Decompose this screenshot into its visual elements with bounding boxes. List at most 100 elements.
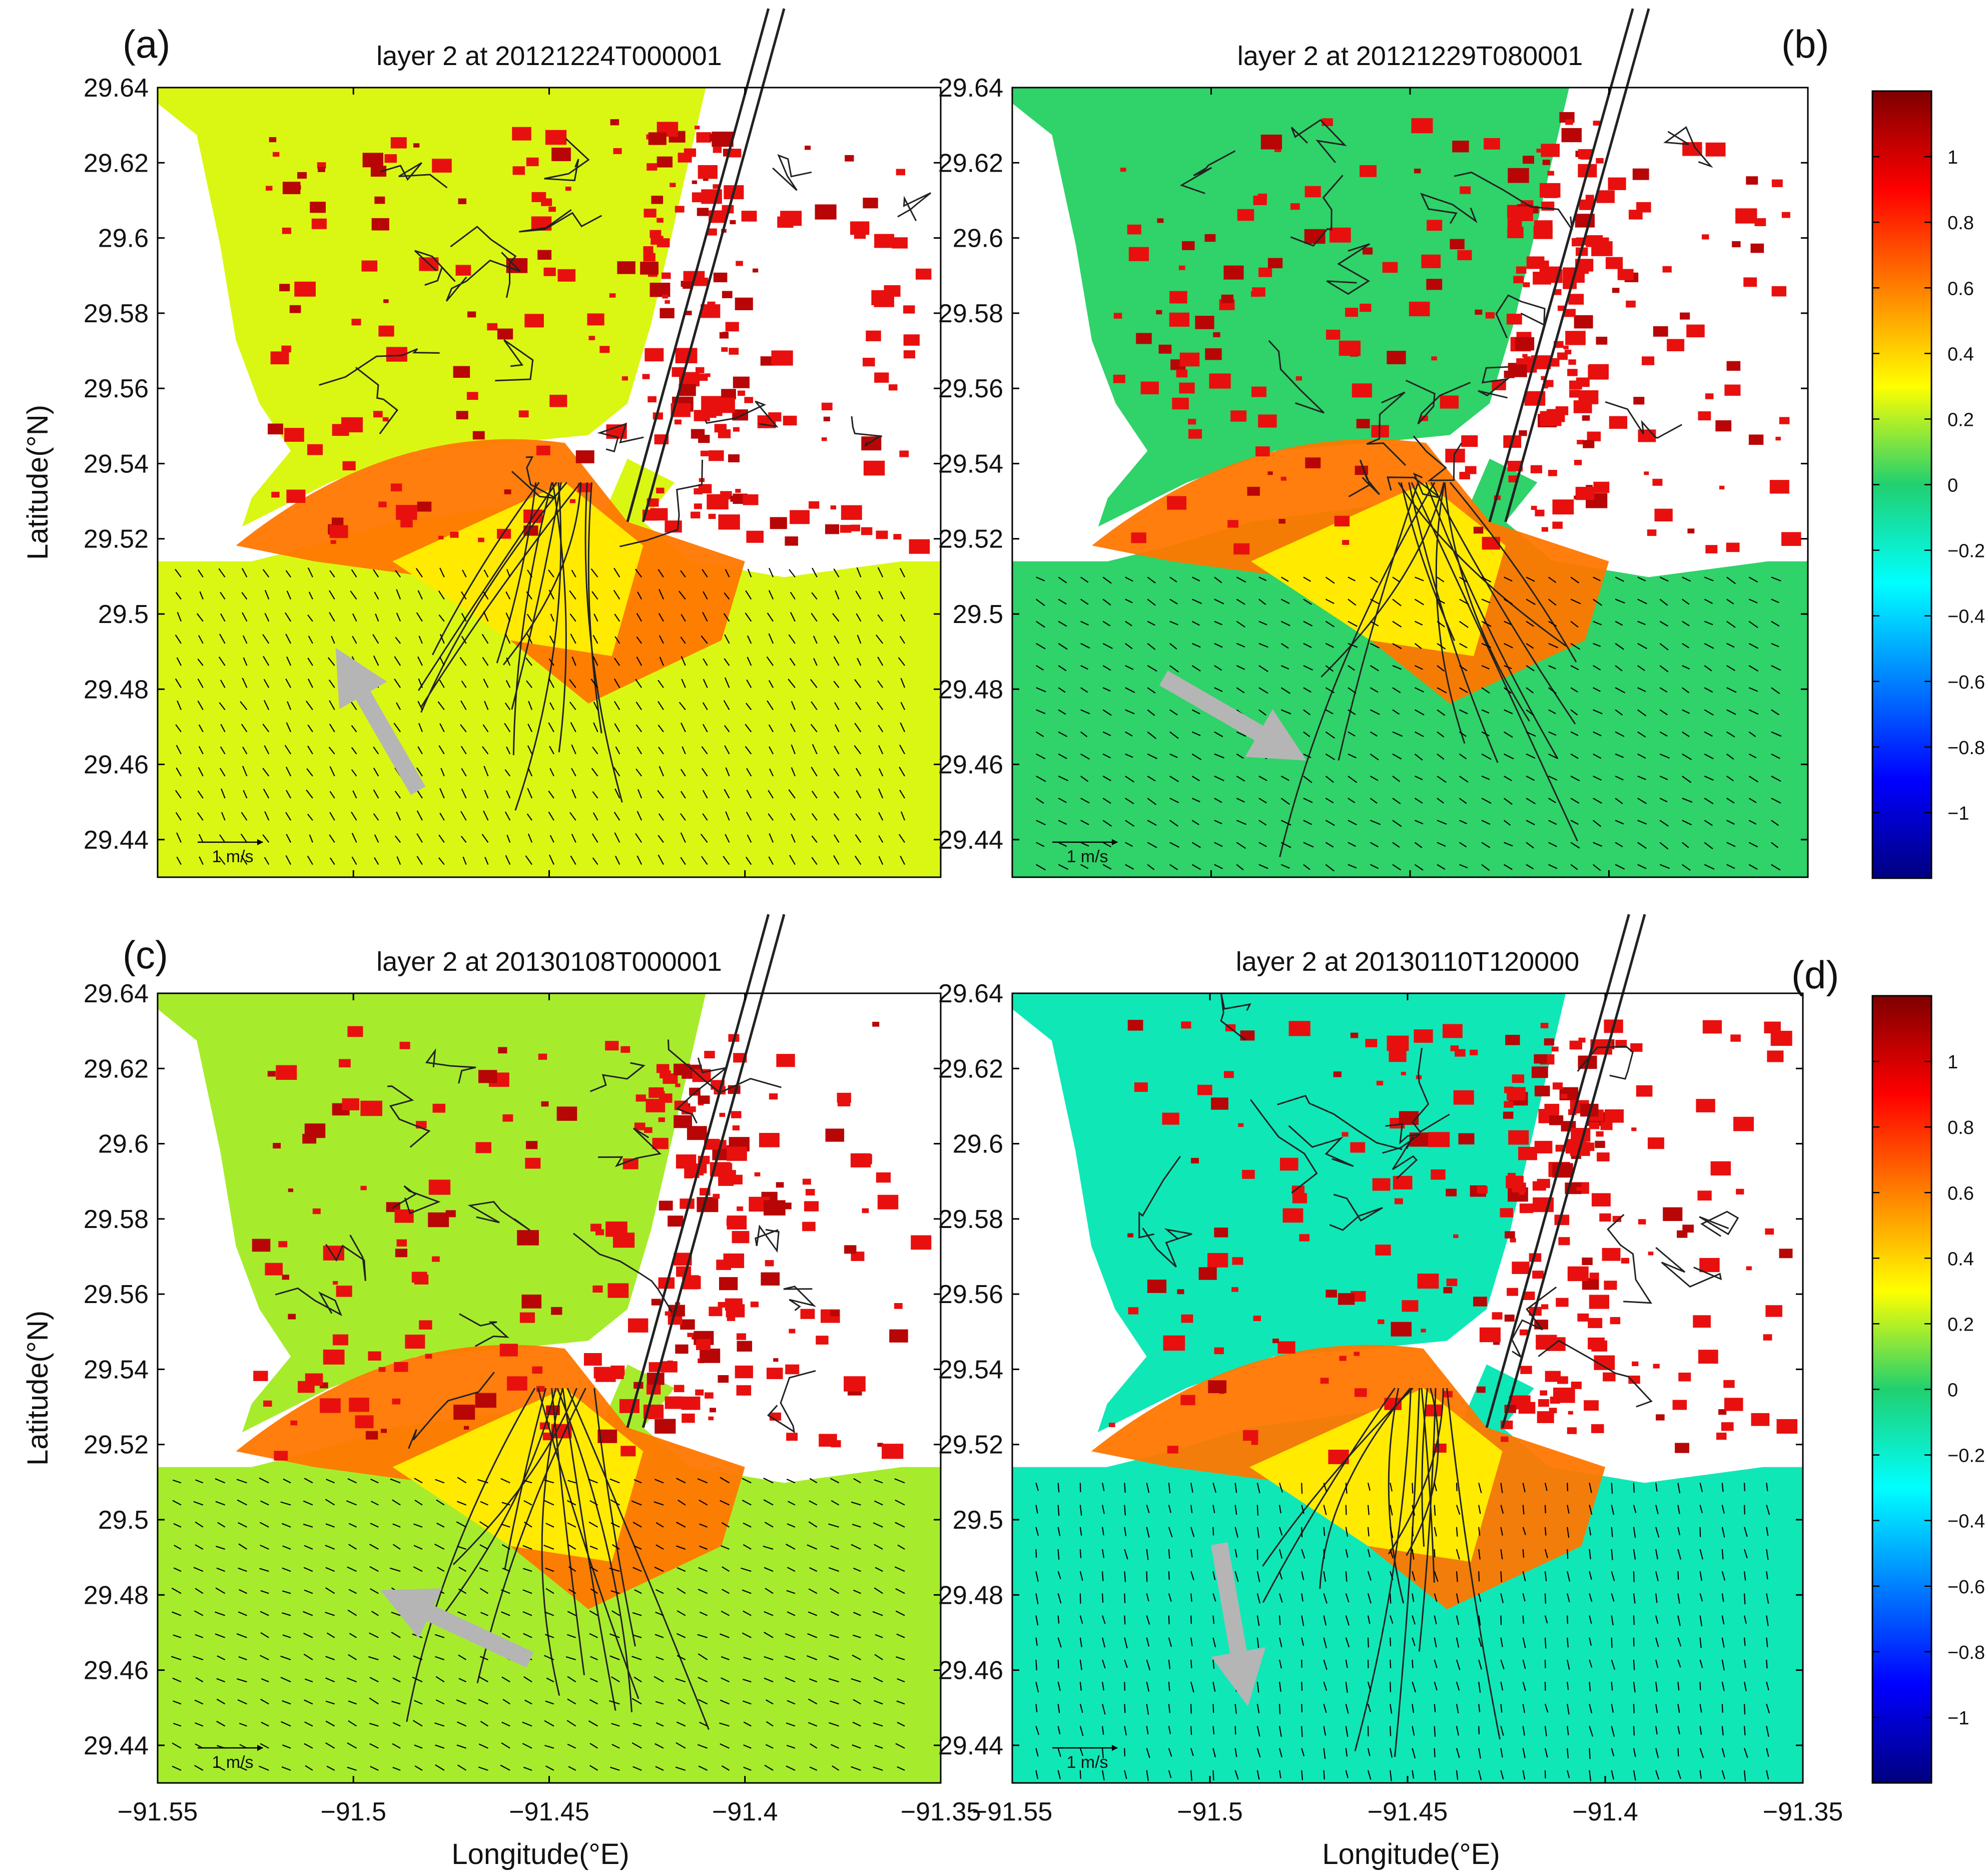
wet-cell (721, 347, 728, 352)
wet-cell (290, 1420, 298, 1426)
wet-cell (1589, 364, 1609, 378)
colorbar-tick-label: −0.4 (1947, 1511, 1985, 1532)
wet-cell (1333, 1071, 1342, 1077)
wet-cell (1431, 1169, 1446, 1180)
wet-cell (1576, 1186, 1582, 1191)
wet-cell (1547, 171, 1554, 176)
wet-cell (1705, 142, 1726, 157)
wet-cell (381, 1429, 387, 1433)
y-tick-label: 29.58 (84, 1205, 149, 1234)
wet-cell (725, 322, 739, 332)
wet-cell (1191, 1157, 1199, 1164)
wet-cell (1578, 390, 1599, 404)
wet-cell (1763, 1334, 1772, 1341)
wet-cell (1557, 305, 1566, 311)
wet-cell (1233, 543, 1250, 555)
wet-cell (866, 330, 881, 341)
wet-cell (478, 537, 484, 542)
wet-cell (1504, 370, 1515, 378)
wet-cell (1140, 381, 1159, 394)
scale-label: 1 m/s (1066, 847, 1108, 866)
wet-cell (766, 1368, 783, 1379)
wet-cell (1197, 1084, 1212, 1095)
wet-cell (525, 1157, 541, 1169)
wet-cell (735, 1365, 753, 1379)
wet-cell (1255, 446, 1270, 457)
wet-cell (1223, 265, 1244, 280)
wet-cell (1724, 384, 1741, 396)
wet-cell (1682, 1224, 1694, 1233)
y-tick-label: 29.5 (98, 600, 149, 629)
wet-cell (1605, 257, 1623, 269)
wet-cell (332, 424, 349, 436)
y-tick-label: 29.44 (938, 826, 1003, 855)
wet-cell (1564, 349, 1572, 355)
wet-cell (1411, 118, 1433, 134)
wet-cell (518, 410, 529, 418)
wet-cell (670, 1396, 686, 1408)
wet-cell (889, 1329, 908, 1343)
wet-cell (1593, 481, 1610, 493)
wet-cell (770, 517, 787, 529)
wet-cell (1721, 1422, 1734, 1431)
wet-cell (390, 137, 407, 149)
wet-cell (1188, 429, 1202, 439)
wet-cell (1577, 439, 1584, 445)
wet-cell (272, 152, 280, 157)
wet-cell (1465, 466, 1477, 474)
wet-cell (548, 206, 556, 212)
wet-cell (1209, 373, 1231, 389)
wet-cell (1272, 1339, 1279, 1344)
wet-cell (1507, 460, 1523, 472)
wet-cell (761, 1272, 780, 1286)
wet-cell (1354, 1352, 1360, 1356)
wet-cell (1667, 339, 1685, 351)
panel-tag: (c) (123, 933, 168, 977)
wet-cell (1754, 218, 1766, 226)
wet-cell (1360, 165, 1377, 177)
land-area (158, 88, 941, 577)
wet-cell (657, 1091, 665, 1096)
wet-cell (1765, 1228, 1774, 1235)
wet-cell (1588, 1318, 1603, 1329)
wet-cell (605, 1041, 619, 1051)
wet-cell (620, 1046, 630, 1053)
wet-cell (1354, 1388, 1367, 1397)
wet-cell (672, 367, 686, 377)
wet-cell (903, 350, 916, 359)
wet-cell (1500, 1208, 1513, 1217)
wet-cell (915, 268, 932, 280)
wet-cell (709, 1307, 723, 1317)
channel-network (319, 8, 932, 811)
wet-cell (1506, 313, 1522, 325)
wet-cell (374, 196, 385, 204)
wet-cell (1621, 1258, 1629, 1264)
wet-cell (1253, 195, 1267, 205)
wet-cell (899, 450, 909, 457)
wet-cell (665, 300, 670, 304)
wet-cell (640, 261, 659, 275)
wet-cell (862, 1208, 869, 1213)
wet-cell (719, 425, 725, 430)
wet-cell (378, 501, 387, 507)
wet-cell (1589, 1122, 1600, 1129)
wet-cell (872, 1021, 880, 1027)
wet-cell (1565, 119, 1573, 125)
wet-cell (823, 416, 830, 421)
wet-cell (1514, 1134, 1521, 1139)
wet-cell (718, 514, 740, 530)
wet-cell (697, 1170, 704, 1175)
wet-cell (1534, 1054, 1547, 1064)
wet-cell (1169, 291, 1187, 304)
wet-cell (821, 437, 827, 441)
wet-cell (911, 1235, 932, 1250)
wet-cell (707, 301, 716, 307)
wet-cell (1512, 1182, 1526, 1193)
wet-cell (1563, 345, 1569, 349)
wet-cell (1612, 288, 1620, 293)
wet-cell (1211, 1097, 1228, 1110)
wet-cell (1147, 1280, 1167, 1293)
wet-cell (536, 1386, 545, 1392)
wet-cell (1515, 337, 1535, 351)
wet-cell (432, 1256, 440, 1262)
